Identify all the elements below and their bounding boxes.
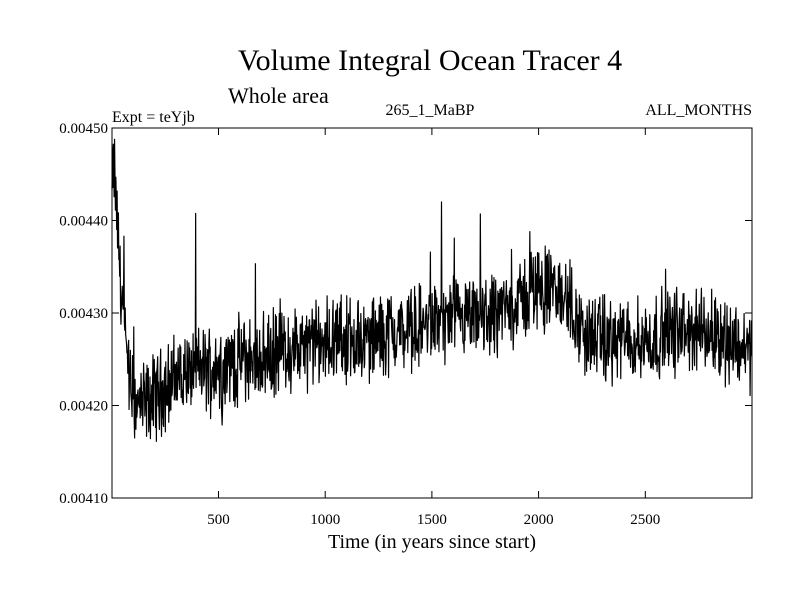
x-axis-label: Time (in years since start) [328, 531, 536, 553]
y-tick-label: 0.00440 [59, 214, 108, 230]
period-label: ALL_MONTHS [645, 102, 752, 119]
y-tick-label: 0.00430 [59, 306, 108, 322]
run-label: 265_1_MaBP [386, 102, 475, 119]
x-tick-label: 2500 [630, 512, 660, 528]
chart-subtitle: Whole area [228, 83, 329, 108]
series-layer [111, 138, 753, 442]
y-tick-label: 0.00420 [59, 399, 108, 415]
x-axis-ticks: 500 1000 1500 2000 2500 [207, 128, 660, 528]
x-tick-label: 1500 [417, 512, 447, 528]
x-tick-label: 500 [207, 512, 230, 528]
series-line [111, 138, 753, 442]
y-axis-ticks: 0.00410 0.00420 0.00430 0.00440 0.00450 [59, 121, 752, 507]
y-tick-label: 0.00450 [59, 121, 108, 137]
x-tick-label: 2000 [524, 512, 554, 528]
y-tick-label: 0.00410 [59, 491, 108, 507]
x-tick-label: 1000 [310, 512, 340, 528]
experiment-label: Expt = teYjb [112, 109, 195, 126]
chart-title: Volume Integral Ocean Tracer 4 [238, 44, 622, 77]
